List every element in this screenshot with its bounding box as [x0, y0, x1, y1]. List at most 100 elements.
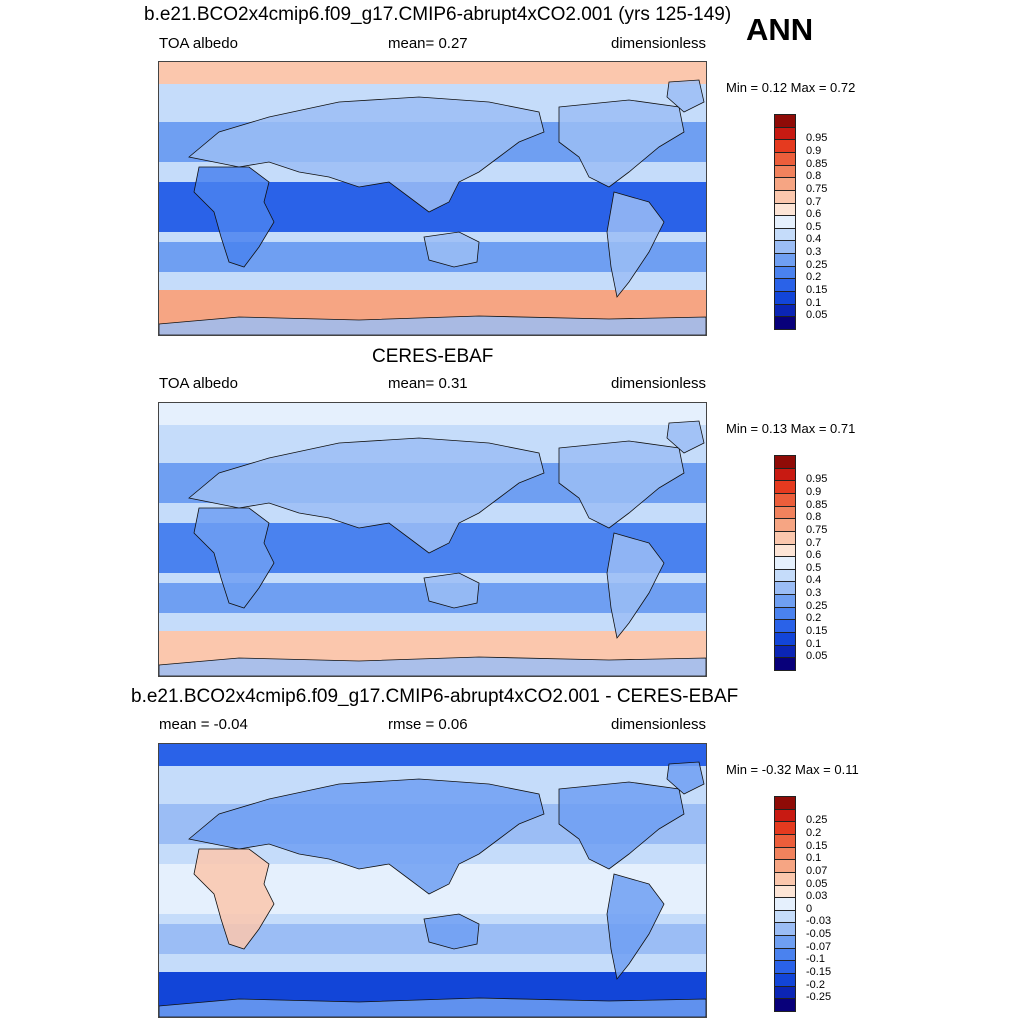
continent-outline — [193, 848, 275, 950]
colorbar-swatch — [774, 897, 796, 911]
colorbar-tick-label: -0.1 — [806, 953, 825, 966]
colorbar-swatch — [774, 594, 796, 608]
colorbar-swatch — [774, 657, 796, 671]
colorbar-tick-label: 0.1 — [806, 296, 822, 309]
continent-outline — [423, 572, 480, 609]
colorbar-tick-label: 0.05 — [806, 309, 828, 322]
panel-title: b.e21.BCO2x4cmip6.f09_g17.CMIP6-abrupt4x… — [131, 686, 739, 707]
continent-outline — [606, 532, 665, 639]
colorbar-tick-label: 0.7 — [806, 195, 822, 208]
colorbar-tick-label: 0.1 — [806, 637, 822, 650]
colorbar-swatch — [774, 973, 796, 987]
colorbar-tick-label: 0.9 — [806, 485, 822, 498]
colorbar-swatch — [774, 568, 796, 583]
continent-outline — [558, 781, 685, 870]
colorbar-tick-label: 0.4 — [806, 233, 822, 246]
map-plot — [158, 61, 707, 336]
colorbar-tick-label: 0 — [806, 902, 813, 915]
continent-outline — [606, 191, 665, 298]
units-label: dimensionless — [611, 375, 707, 392]
arctic-band — [159, 62, 706, 84]
colorbar-swatch — [774, 998, 796, 1012]
colorbar-swatch — [774, 151, 796, 166]
colorbar-swatch — [774, 114, 796, 128]
colorbar-tick-label: 0.03 — [806, 890, 828, 903]
colorbar-tick-label: 0.4 — [806, 574, 822, 587]
colorbar-swatch — [774, 139, 796, 153]
colorbar-tick-label: 0.5 — [806, 220, 822, 233]
colorbar-tick-label: 0.75 — [806, 523, 828, 536]
colorbar-tick-label: 0.15 — [806, 839, 828, 852]
map-plot — [158, 743, 707, 1018]
colorbar-tick-label: 0.85 — [806, 498, 828, 511]
colorbar-tick-label: 0.2 — [806, 271, 822, 284]
continent-outline — [159, 315, 706, 335]
colorbar-tick-label: -0.03 — [806, 915, 832, 928]
colorbar-swatch — [774, 278, 796, 293]
colorbar-swatch — [774, 240, 796, 255]
colorbar-tick-label: 0.2 — [806, 826, 822, 839]
colorbar-swatch — [774, 455, 796, 469]
colorbar-swatch — [774, 265, 796, 280]
colorbar-swatch — [774, 985, 796, 1000]
colorbar-tick-label: 0.6 — [806, 208, 822, 221]
colorbar-tick-label: 0.25 — [806, 814, 828, 827]
variable-label: TOA albedo — [159, 375, 238, 392]
colorbar-tick-label: 0.15 — [806, 625, 828, 638]
colorbar-swatch — [774, 606, 796, 621]
continent-outline — [558, 99, 685, 188]
colorbar-swatch — [774, 291, 796, 305]
colorbar-tick-label: 0.3 — [806, 587, 822, 600]
colorbar-tick-label: 0.6 — [806, 549, 822, 562]
colorbar-swatch — [774, 505, 796, 520]
colorbar-swatch — [774, 492, 796, 507]
colorbar: 0.05 0.1 0.15 0.2 0.25 0.3 0.4 0.5 0.6 0.7 0.75 0.8… — [774, 114, 844, 330]
colorbar-swatch — [774, 189, 796, 204]
panel-title: b.e21.BCO2x4cmip6.f09_g17.CMIP6-abrupt4x… — [144, 4, 732, 25]
colorbar-swatch — [774, 126, 796, 141]
min-max-label: Min = 0.13 Max = 0.71 — [726, 421, 856, 436]
colorbar-tick-label: 0.95 — [806, 473, 828, 486]
rmse-label: rmse = 0.06 — [388, 716, 468, 733]
colorbar-tick-label: 0.85 — [806, 157, 828, 170]
colorbar-swatch — [774, 518, 796, 532]
continent-outline — [159, 997, 706, 1017]
mean-label: mean= 0.27 — [388, 35, 468, 52]
panel-title: CERES-EBAF — [372, 346, 494, 367]
colorbar-swatch — [774, 467, 796, 482]
arctic-band — [159, 744, 706, 766]
arctic-band — [159, 403, 706, 425]
colorbar-swatch — [774, 619, 796, 634]
min-max-label: Min = 0.12 Max = 0.72 — [726, 80, 856, 95]
colorbar-tick-label: 0.75 — [806, 182, 828, 195]
units-label: dimensionless — [611, 716, 707, 733]
colorbar-tick-label: -0.07 — [806, 940, 832, 953]
colorbar-swatch — [774, 556, 796, 570]
continent-outline — [188, 437, 545, 554]
colorbar-tick-label: 0.1 — [806, 852, 822, 865]
continent-outline — [188, 778, 545, 895]
colorbar-swatch — [774, 922, 796, 937]
colorbar-tick-label: 0.8 — [806, 511, 822, 524]
colorbar-tick-label: 0.05 — [806, 650, 828, 663]
colorbar-swatch — [774, 480, 796, 494]
colorbar-swatch — [774, 846, 796, 861]
colorbar-tick-label: 0.15 — [806, 284, 828, 297]
colorbar: -0.25 -0.2 -0.15 -0.1 -0.07 -0.05 -0.03 0 0.03 0.… — [774, 796, 844, 1012]
colorbar-swatch — [774, 215, 796, 229]
colorbar-tick-label: -0.25 — [806, 991, 832, 1004]
colorbar-swatch — [774, 202, 796, 217]
colorbar-tick-label: 0.05 — [806, 877, 828, 890]
colorbar-swatch — [774, 164, 796, 179]
colorbar-swatch — [774, 871, 796, 886]
colorbar-swatch — [774, 227, 796, 242]
colorbar-swatch — [774, 796, 796, 810]
colorbar-swatch — [774, 821, 796, 835]
colorbar-swatch — [774, 884, 796, 899]
map-plot — [158, 402, 707, 677]
mean-label: mean = -0.04 — [159, 716, 248, 733]
continent-outline — [666, 761, 705, 795]
colorbar-tick-label: 0.07 — [806, 864, 828, 877]
colorbar-swatch — [774, 632, 796, 646]
continent-outline — [159, 656, 706, 676]
